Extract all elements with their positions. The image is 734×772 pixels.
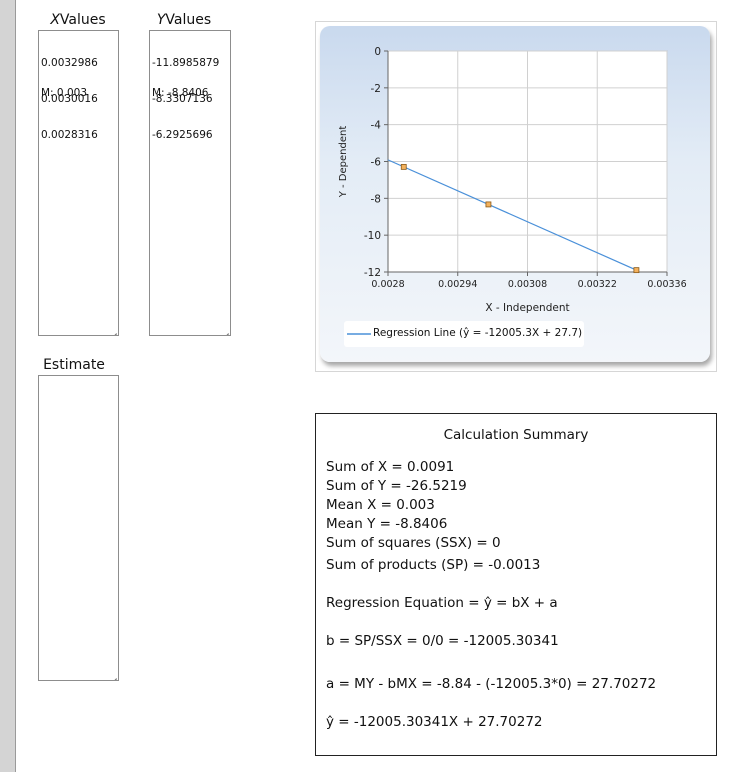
y-tick-label: -2	[371, 83, 381, 95]
data-point	[400, 163, 407, 170]
resize-grip-icon[interactable]	[109, 671, 117, 679]
x-values-header: XValues	[50, 12, 106, 28]
summary-title: Calculation Summary	[443, 427, 589, 443]
y-mean: M: -8.8406	[152, 87, 209, 99]
summary-b-eq: b = SP/SSX = 0/0 = -12005.30341	[326, 633, 559, 649]
summary-sum-y: Sum of Y = -26.5219	[326, 478, 467, 494]
summary-sp: Sum of products (SP) = -0.0013	[326, 557, 541, 573]
x-tick-label: 0.00308	[508, 279, 547, 290]
legend-line-icon	[347, 333, 371, 335]
y-values-textarea[interactable]: -11.8985879 -8.3307136 -6.2925696 M: -8.…	[149, 30, 231, 336]
regression-chart: 0.0028 0.00294 0.00308 0.00322 0.00336 0 -2 -4 -…	[315, 21, 717, 372]
chart-legend: Regression Line (ŷ = -12005.3X + 27.7)	[344, 321, 584, 347]
chart-panel: 0.0028 0.00294 0.00308 0.00322 0.00336 0 -2 -4 -…	[320, 26, 710, 362]
y-value: -8.3307136	[152, 93, 213, 105]
y-value: -6.2925696	[152, 129, 213, 141]
estimate-textarea[interactable]	[38, 375, 119, 681]
regression-line	[387, 159, 637, 271]
x-values-textarea[interactable]: 0.0032986 0.0030016 0.0028316 M: 0.003	[38, 30, 119, 336]
y-tick-label: -6	[371, 157, 382, 169]
summary-mean-x: Mean X = 0.003	[326, 497, 435, 513]
summary-regression-eq: Regression Equation = ŷ = bX + a	[326, 595, 558, 611]
x-tick-label: 0.00336	[647, 279, 686, 290]
y-tick-label: 0	[374, 46, 381, 58]
x-axis-label: X - Independent	[485, 302, 569, 314]
left-rail	[0, 0, 16, 772]
x-value: 0.0030016	[41, 93, 98, 105]
y-tick-label: -8	[371, 193, 381, 205]
calculation-summary: Calculation Summary Sum of X = 0.0091 Su…	[315, 413, 717, 756]
x-tick-label: 0.00322	[578, 279, 617, 290]
summary-y-hat: ŷ = -12005.30341X + 27.70272	[326, 714, 543, 730]
y-tick-label: -12	[364, 267, 381, 279]
summary-a-eq: a = MY - bMX = -8.84 - (-12005.3*0) = 27…	[326, 676, 657, 692]
x-value: 0.0028316	[41, 129, 98, 141]
summary-ss-x: Sum of squares (SSX) = 0	[326, 535, 501, 551]
y-axis-label: Y - Dependent	[338, 126, 349, 199]
x-value: 0.0032986	[41, 57, 98, 69]
data-point	[633, 267, 640, 274]
x-tick-label: 0.00294	[438, 279, 477, 290]
resize-grip-icon[interactable]	[221, 326, 229, 334]
legend-label: Regression Line (ŷ = -12005.3X + 27.7)	[373, 327, 583, 339]
data-point	[485, 201, 492, 208]
chart-svg: 0.0028 0.00294 0.00308 0.00322 0.00336 0 -2 -4 -…	[338, 46, 687, 314]
y-tick-label: -10	[364, 230, 381, 242]
estimate-label: Estimate	[43, 357, 105, 373]
y-value: -11.8985879	[152, 57, 220, 69]
summary-mean-y: Mean Y = -8.8406	[326, 516, 448, 532]
y-values-header: YValues	[156, 12, 212, 28]
summary-sum-x: Sum of X = 0.0091	[326, 459, 455, 475]
y-tick-label: -4	[371, 120, 382, 132]
resize-grip-icon[interactable]	[109, 326, 117, 334]
x-tick-label: 0.0028	[371, 279, 404, 290]
x-mean: M: 0.003	[41, 87, 87, 99]
